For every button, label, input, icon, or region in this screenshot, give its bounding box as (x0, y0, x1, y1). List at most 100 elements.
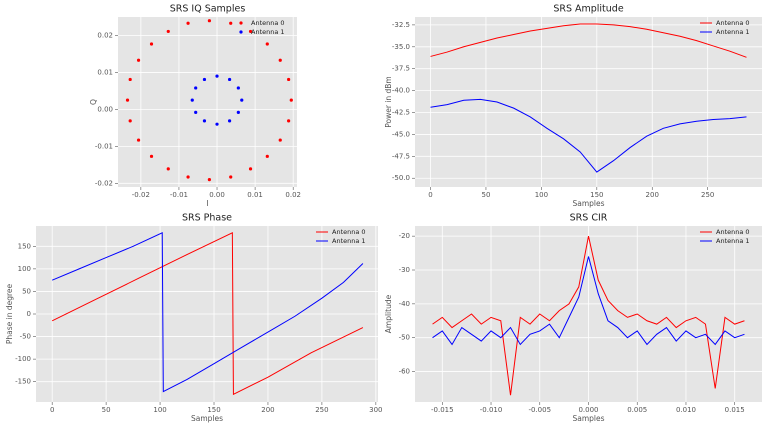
legend-swatch (239, 30, 243, 34)
y-tick-label: -47.5 (392, 152, 410, 160)
y-tick-label: -50 (20, 333, 31, 341)
x-tick-label: 0.01 (247, 191, 263, 199)
y-tick-label: 0.00 (97, 105, 113, 113)
y-axis-label: Phase in degree (5, 283, 14, 344)
x-tick-label: 100 (535, 191, 548, 199)
legend-label: Antenna 1 (332, 237, 366, 245)
chart-title: SRS CIR (570, 213, 608, 224)
scatter-point (166, 29, 170, 34)
x-tick-label: 0 (50, 406, 54, 414)
scatter-point (248, 167, 253, 171)
legend-label: Antenna 0 (332, 228, 366, 236)
legend-label: Antenna 1 (716, 237, 750, 245)
y-tick-label: -20 (399, 232, 410, 240)
scatter-point (227, 77, 232, 82)
x-tick-label: 0.015 (725, 406, 745, 414)
y-tick-label: -30 (399, 266, 410, 274)
y-axis-label: Amplitude (384, 294, 393, 333)
scatter-point (166, 167, 170, 171)
chart-title: SRS Amplitude (553, 4, 624, 15)
data-line (432, 256, 745, 346)
legend-swatch (239, 21, 243, 25)
scatter-point (128, 119, 132, 123)
x-axis-label: Samples (572, 414, 604, 423)
x-tick-label: 0.005 (627, 406, 647, 414)
x-tick-label: -0.005 (528, 406, 551, 414)
data-line (51, 231, 364, 396)
legend-label: Antenna 0 (716, 228, 750, 236)
scatter-point (265, 154, 269, 158)
scatter-point (190, 98, 194, 102)
x-axis-label: I (206, 199, 208, 208)
scatter-point (207, 19, 212, 23)
subplot: 0 50 100 150 200 250 -32.5 -35.0 -37.5 -40.0 -42.5… (384, 4, 762, 208)
y-tick-label: 150 (18, 242, 31, 250)
y-tick-label: -45.0 (392, 130, 410, 138)
x-tick-label: 100 (153, 406, 166, 414)
y-tick-label: -150 (15, 378, 31, 386)
y-tick-label: -40.0 (392, 87, 410, 95)
scatter-point (278, 58, 282, 62)
x-tick-label: 0.02 (285, 191, 301, 199)
scatter-point (229, 175, 233, 179)
subplot: -0.015 -0.010 -0.005 0.000 0.005 0.010 0.015 -6… (384, 213, 762, 423)
scatter-point (215, 74, 219, 78)
x-tick-label: 50 (481, 191, 490, 199)
x-tick-label: 250 (701, 191, 714, 199)
x-tick-label: 200 (646, 191, 659, 199)
y-tick-label: 0.02 (97, 31, 113, 39)
scatter-point (202, 77, 207, 82)
scatter-point (236, 110, 240, 114)
chart-title: SRS Phase (182, 213, 232, 224)
y-tick-label: 0.01 (97, 68, 113, 76)
data-line (430, 23, 747, 58)
scatter-point (227, 119, 232, 123)
y-tick-label: -37.5 (392, 65, 410, 73)
data-line (432, 236, 745, 396)
scatter-point (136, 138, 141, 142)
y-tick-label: 0 (27, 310, 31, 318)
data-line (51, 231, 364, 393)
x-tick-label: 150 (207, 406, 220, 414)
data-line (430, 98, 747, 173)
y-tick-label: -0.01 (95, 142, 113, 150)
x-axis-label: Samples (572, 199, 604, 208)
x-tick-label: -0.010 (480, 406, 503, 414)
y-tick-label: -50 (399, 334, 410, 342)
y-tick-label: -100 (15, 355, 31, 363)
x-tick-label: -0.015 (431, 406, 454, 414)
x-tick-label: 50 (102, 406, 111, 414)
scatter-point (194, 86, 198, 90)
legend-label: Antenna 0 (251, 19, 285, 27)
x-tick-label: 0.010 (676, 406, 696, 414)
scatter-point (229, 21, 233, 25)
plot-area (415, 17, 762, 187)
scatter-point (194, 110, 198, 114)
y-tick-label: -50.0 (392, 174, 410, 182)
scatter-point (215, 122, 219, 126)
x-tick-label: 0.00 (209, 191, 225, 199)
x-tick-label: 200 (261, 406, 274, 414)
scatter-point (278, 138, 282, 142)
legend-label: Antenna 1 (716, 28, 750, 36)
scatter-point (128, 77, 132, 82)
x-tick-label: -0.01 (170, 191, 188, 199)
x-tick-label: 0 (428, 191, 432, 199)
scatter-point (289, 98, 293, 102)
x-tick-label: 300 (369, 406, 382, 414)
y-axis-label: Q (89, 99, 98, 105)
scatter-point (186, 175, 190, 179)
scatter-point (202, 119, 207, 123)
y-tick-label: -0.02 (95, 179, 113, 187)
y-tick-label: 50 (22, 287, 31, 295)
scatter-point (240, 98, 244, 102)
scatter-point (125, 98, 130, 102)
x-tick-label: 250 (315, 406, 328, 414)
x-tick-label: 150 (590, 191, 603, 199)
y-tick-label: -35.0 (392, 43, 410, 51)
scatter-point (186, 21, 190, 25)
x-tick-label: -0.02 (132, 191, 150, 199)
plot-area (118, 17, 297, 187)
scatter-point (236, 86, 240, 90)
legend-label: Antenna 0 (716, 19, 750, 27)
